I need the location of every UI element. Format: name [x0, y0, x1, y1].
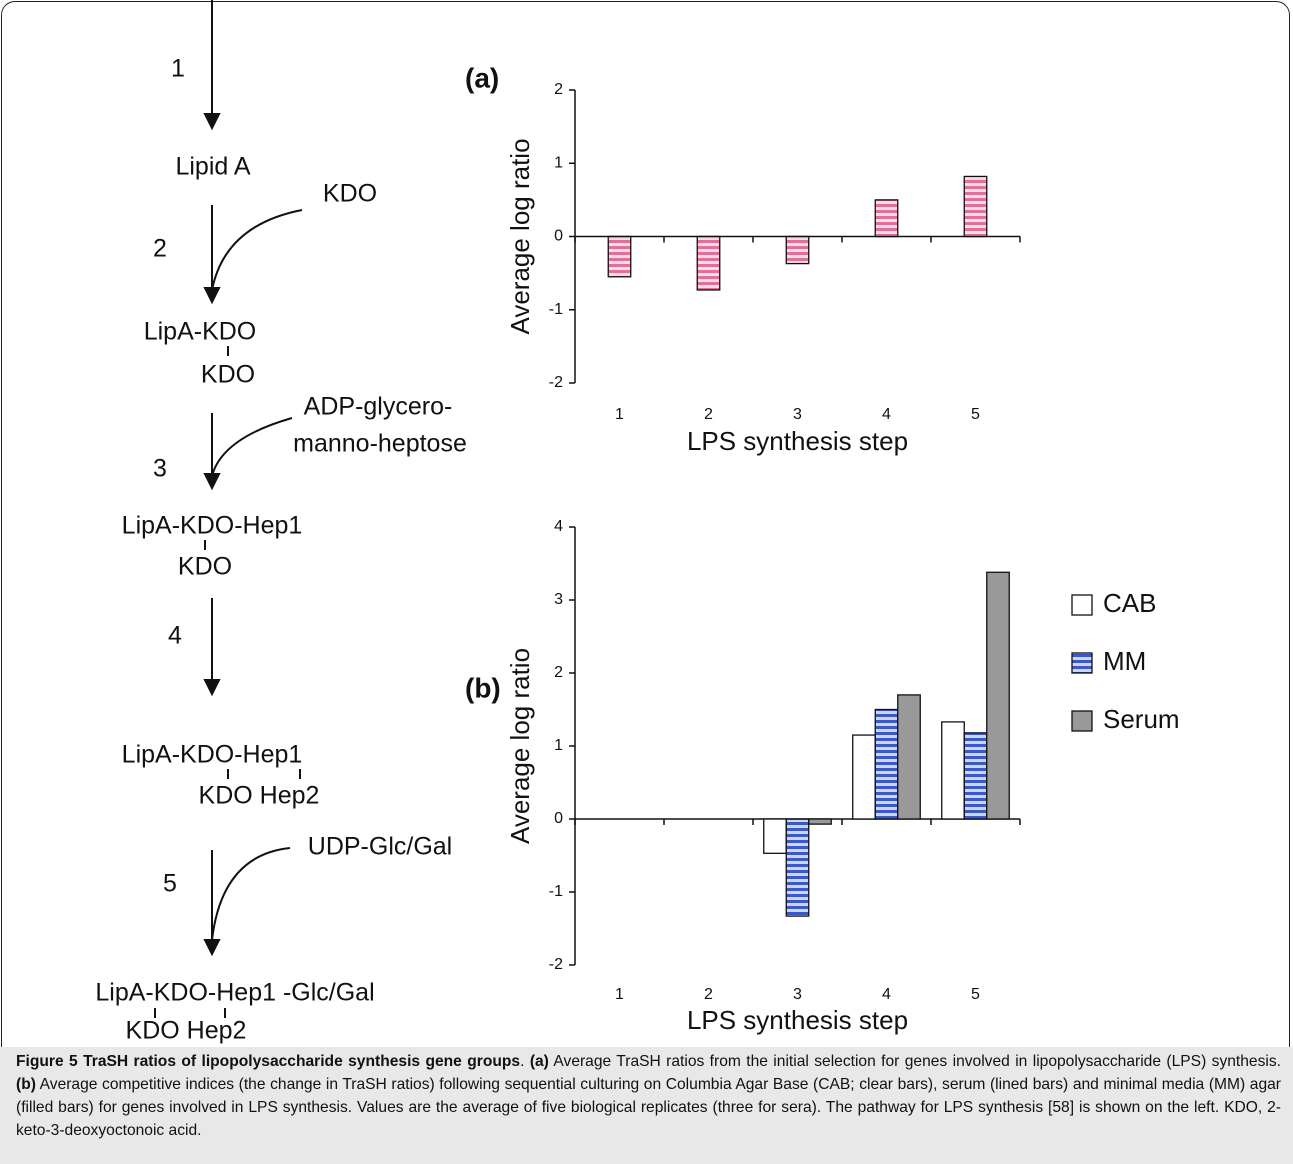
bar — [607, 235, 632, 278]
bar — [963, 175, 988, 238]
product-branch: KDO Hep2 — [126, 1017, 247, 1045]
bar — [963, 732, 988, 820]
arrowhead — [203, 939, 221, 957]
legend-label: Serum — [1103, 704, 1180, 734]
bar — [785, 235, 810, 265]
y-tick-label: 0 — [554, 810, 563, 827]
x-axis-label: LPS synthesis step — [687, 1005, 908, 1035]
x-tick-label: 4 — [882, 986, 891, 1003]
product: LipA-KDO-Hep1 -Glc/Gal — [95, 979, 374, 1007]
side-arrow — [211, 417, 293, 477]
product: LipA-KDO-Hep1 — [122, 741, 303, 769]
y-axis-label: Average log ratio — [505, 138, 535, 334]
legend-swatch — [1071, 710, 1093, 732]
caption-text: Figure 5 TraSH ratios of lipopolysacchar… — [16, 1053, 521, 1070]
side-arrow — [211, 209, 303, 291]
x-tick-label: 5 — [971, 986, 980, 1003]
arrowhead — [203, 287, 221, 305]
panel-label: (a) — [465, 62, 499, 93]
caption-text: (b) — [16, 1076, 36, 1093]
legend-label: MM — [1103, 646, 1146, 676]
step-number: 3 — [153, 455, 167, 483]
y-tick-label: 1 — [554, 737, 563, 754]
bar — [785, 818, 810, 917]
bar — [941, 721, 965, 820]
step-number: 1 — [171, 55, 185, 83]
x-tick-label: 4 — [882, 406, 891, 423]
step-number: 5 — [163, 870, 177, 898]
bar — [874, 708, 899, 820]
substrate: UDP-Glc/Gal — [308, 833, 452, 861]
y-tick-label: -2 — [549, 374, 563, 391]
y-tick-label: 3 — [554, 591, 563, 608]
y-tick-label: -1 — [549, 301, 563, 318]
side-arrow — [211, 847, 291, 941]
y-tick-label: 0 — [554, 228, 563, 245]
figure: 1 2 3 4 5 Lipid A LipA-KDO KDO LipA-KDO-… — [95, 0, 1180, 1045]
pathway-labels: 1 2 3 4 5 Lipid A LipA-KDO KDO LipA-KDO-… — [95, 55, 466, 1045]
bar — [852, 734, 876, 820]
bar — [808, 818, 832, 825]
x-tick-label: 3 — [793, 406, 802, 423]
y-tick-label: -2 — [549, 956, 563, 973]
y-tick-label: 4 — [554, 518, 563, 535]
y-tick-label: 2 — [554, 81, 563, 98]
arrowhead — [203, 113, 221, 131]
arrowhead — [203, 473, 221, 491]
x-tick-label: 1 — [615, 406, 624, 423]
caption-text: Average competitive indices (the change … — [16, 1076, 1286, 1139]
bar — [696, 235, 721, 291]
caption-text: . — [520, 1053, 530, 1070]
bar — [763, 818, 787, 854]
x-tick-label: 2 — [704, 986, 713, 1003]
y-tick-label: 2 — [554, 664, 563, 681]
product-branch: KDO — [201, 361, 255, 389]
step-number: 2 — [153, 235, 167, 263]
x-tick-label: 3 — [793, 986, 802, 1003]
y-axis-label: Average log ratio — [505, 648, 535, 844]
product: LipA-KDO-Hep1 — [122, 512, 303, 540]
panel-label: (b) — [465, 672, 501, 703]
legend-swatch — [1071, 652, 1093, 674]
legend-label: CAB — [1103, 588, 1156, 618]
substrate: KDO — [323, 180, 377, 208]
bar — [986, 571, 1010, 820]
x-axis-label: LPS synthesis step — [687, 426, 908, 456]
figure-caption: Figure 5 TraSH ratios of lipopolysacchar… — [0, 1047, 1293, 1164]
product: LipA-KDO — [144, 318, 257, 346]
product-branch: KDO — [178, 553, 232, 581]
step-number: 4 — [168, 622, 182, 650]
caption-text: (a) — [529, 1053, 549, 1070]
x-tick-label: 5 — [971, 406, 980, 423]
legend-swatch — [1071, 594, 1093, 616]
bar — [897, 694, 921, 820]
bar — [874, 199, 899, 238]
pathway-diagram — [154, 0, 303, 1018]
substrate: ADP-glycero- — [304, 393, 453, 421]
product-branch: KDO Hep2 — [199, 782, 320, 810]
x-tick-label: 1 — [615, 986, 624, 1003]
y-tick-label: 1 — [554, 154, 563, 171]
product: Lipid A — [175, 153, 250, 181]
arrowhead — [203, 679, 221, 697]
y-tick-label: -1 — [549, 883, 563, 900]
x-tick-label: 2 — [704, 406, 713, 423]
substrate: manno-heptose — [293, 430, 467, 458]
caption-text: Average TraSH ratios from the initial se… — [548, 1053, 1286, 1070]
